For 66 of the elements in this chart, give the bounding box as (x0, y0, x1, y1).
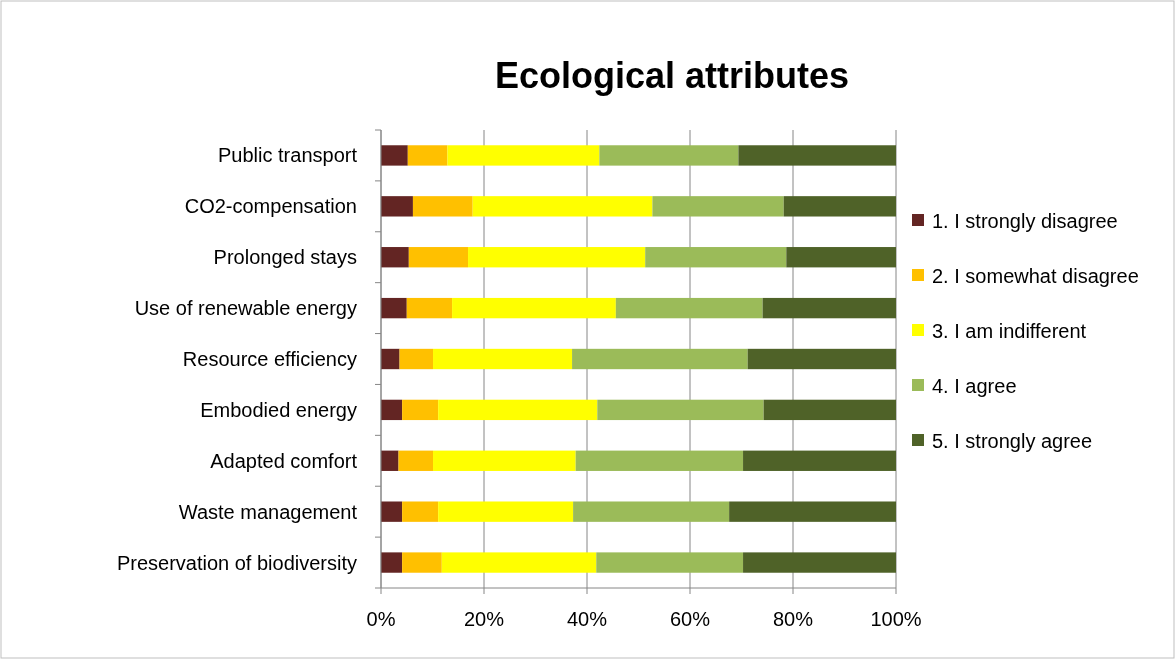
bar (402, 501, 439, 522)
bar (381, 552, 403, 573)
bar (399, 348, 434, 370)
bar (615, 297, 763, 319)
bar (381, 196, 413, 217)
bar (447, 145, 600, 166)
bar (407, 145, 448, 166)
bar (433, 348, 573, 370)
y-tick-label: CO2-compensation (184, 195, 357, 218)
bar (762, 297, 896, 319)
bar (468, 247, 646, 268)
legend-label: 5. I strongly agree (932, 430, 1093, 452)
bar (406, 297, 453, 319)
bar (747, 348, 896, 370)
y-tick-label: Preservation of biodiversity (116, 551, 357, 574)
legend-label: 4. I agree (932, 375, 1017, 397)
bar (381, 145, 408, 166)
bar (381, 450, 399, 471)
bar (652, 196, 784, 217)
bar (402, 552, 442, 573)
bar (438, 501, 574, 522)
bar (381, 501, 403, 522)
bar (743, 552, 896, 573)
y-tick-label: Resource efficiency (182, 348, 357, 370)
bar (599, 145, 739, 166)
bar (786, 247, 896, 268)
bar (438, 399, 598, 421)
bar (398, 450, 434, 471)
x-tick-label: 60% (669, 608, 711, 630)
bar (381, 348, 400, 370)
x-tick-label: 0% (366, 608, 396, 630)
bar (738, 145, 896, 166)
bar (573, 501, 730, 522)
bar (572, 348, 748, 370)
bar (408, 247, 469, 268)
bar (596, 552, 744, 573)
bar (645, 247, 787, 268)
bar (412, 196, 473, 217)
y-tick-label: Public transport (218, 144, 358, 167)
bar (763, 399, 896, 421)
bar (743, 450, 896, 471)
bar (597, 399, 764, 421)
legend-label: 2. I somewhat disagree (932, 265, 1139, 287)
bar (575, 450, 744, 471)
x-tick-label: 100% (870, 608, 922, 630)
y-tick-label: Use of renewable energy (134, 297, 357, 320)
x-tick-label: 40% (566, 608, 608, 630)
bar (402, 399, 439, 421)
bar (472, 196, 653, 217)
legend-label: 3. I am indifferent (932, 320, 1087, 342)
bar (381, 399, 403, 421)
y-tick-label: Prolonged stays (213, 246, 357, 269)
x-tick-label: 80% (772, 608, 814, 630)
bar (452, 297, 616, 319)
y-tick-label: Embodied energy (200, 398, 357, 421)
bar (729, 501, 896, 522)
legend-label: 1. I strongly disagree (932, 210, 1118, 232)
y-tick-label: Adapted comfort (210, 449, 358, 472)
chart-title: Ecological attributes (494, 55, 850, 96)
bar (441, 552, 597, 573)
x-tick-label: 20% (463, 608, 505, 630)
bar (783, 196, 896, 217)
bar (381, 297, 407, 319)
y-tick-label: Waste management (178, 500, 358, 523)
bar (381, 247, 409, 268)
bar (433, 450, 576, 471)
